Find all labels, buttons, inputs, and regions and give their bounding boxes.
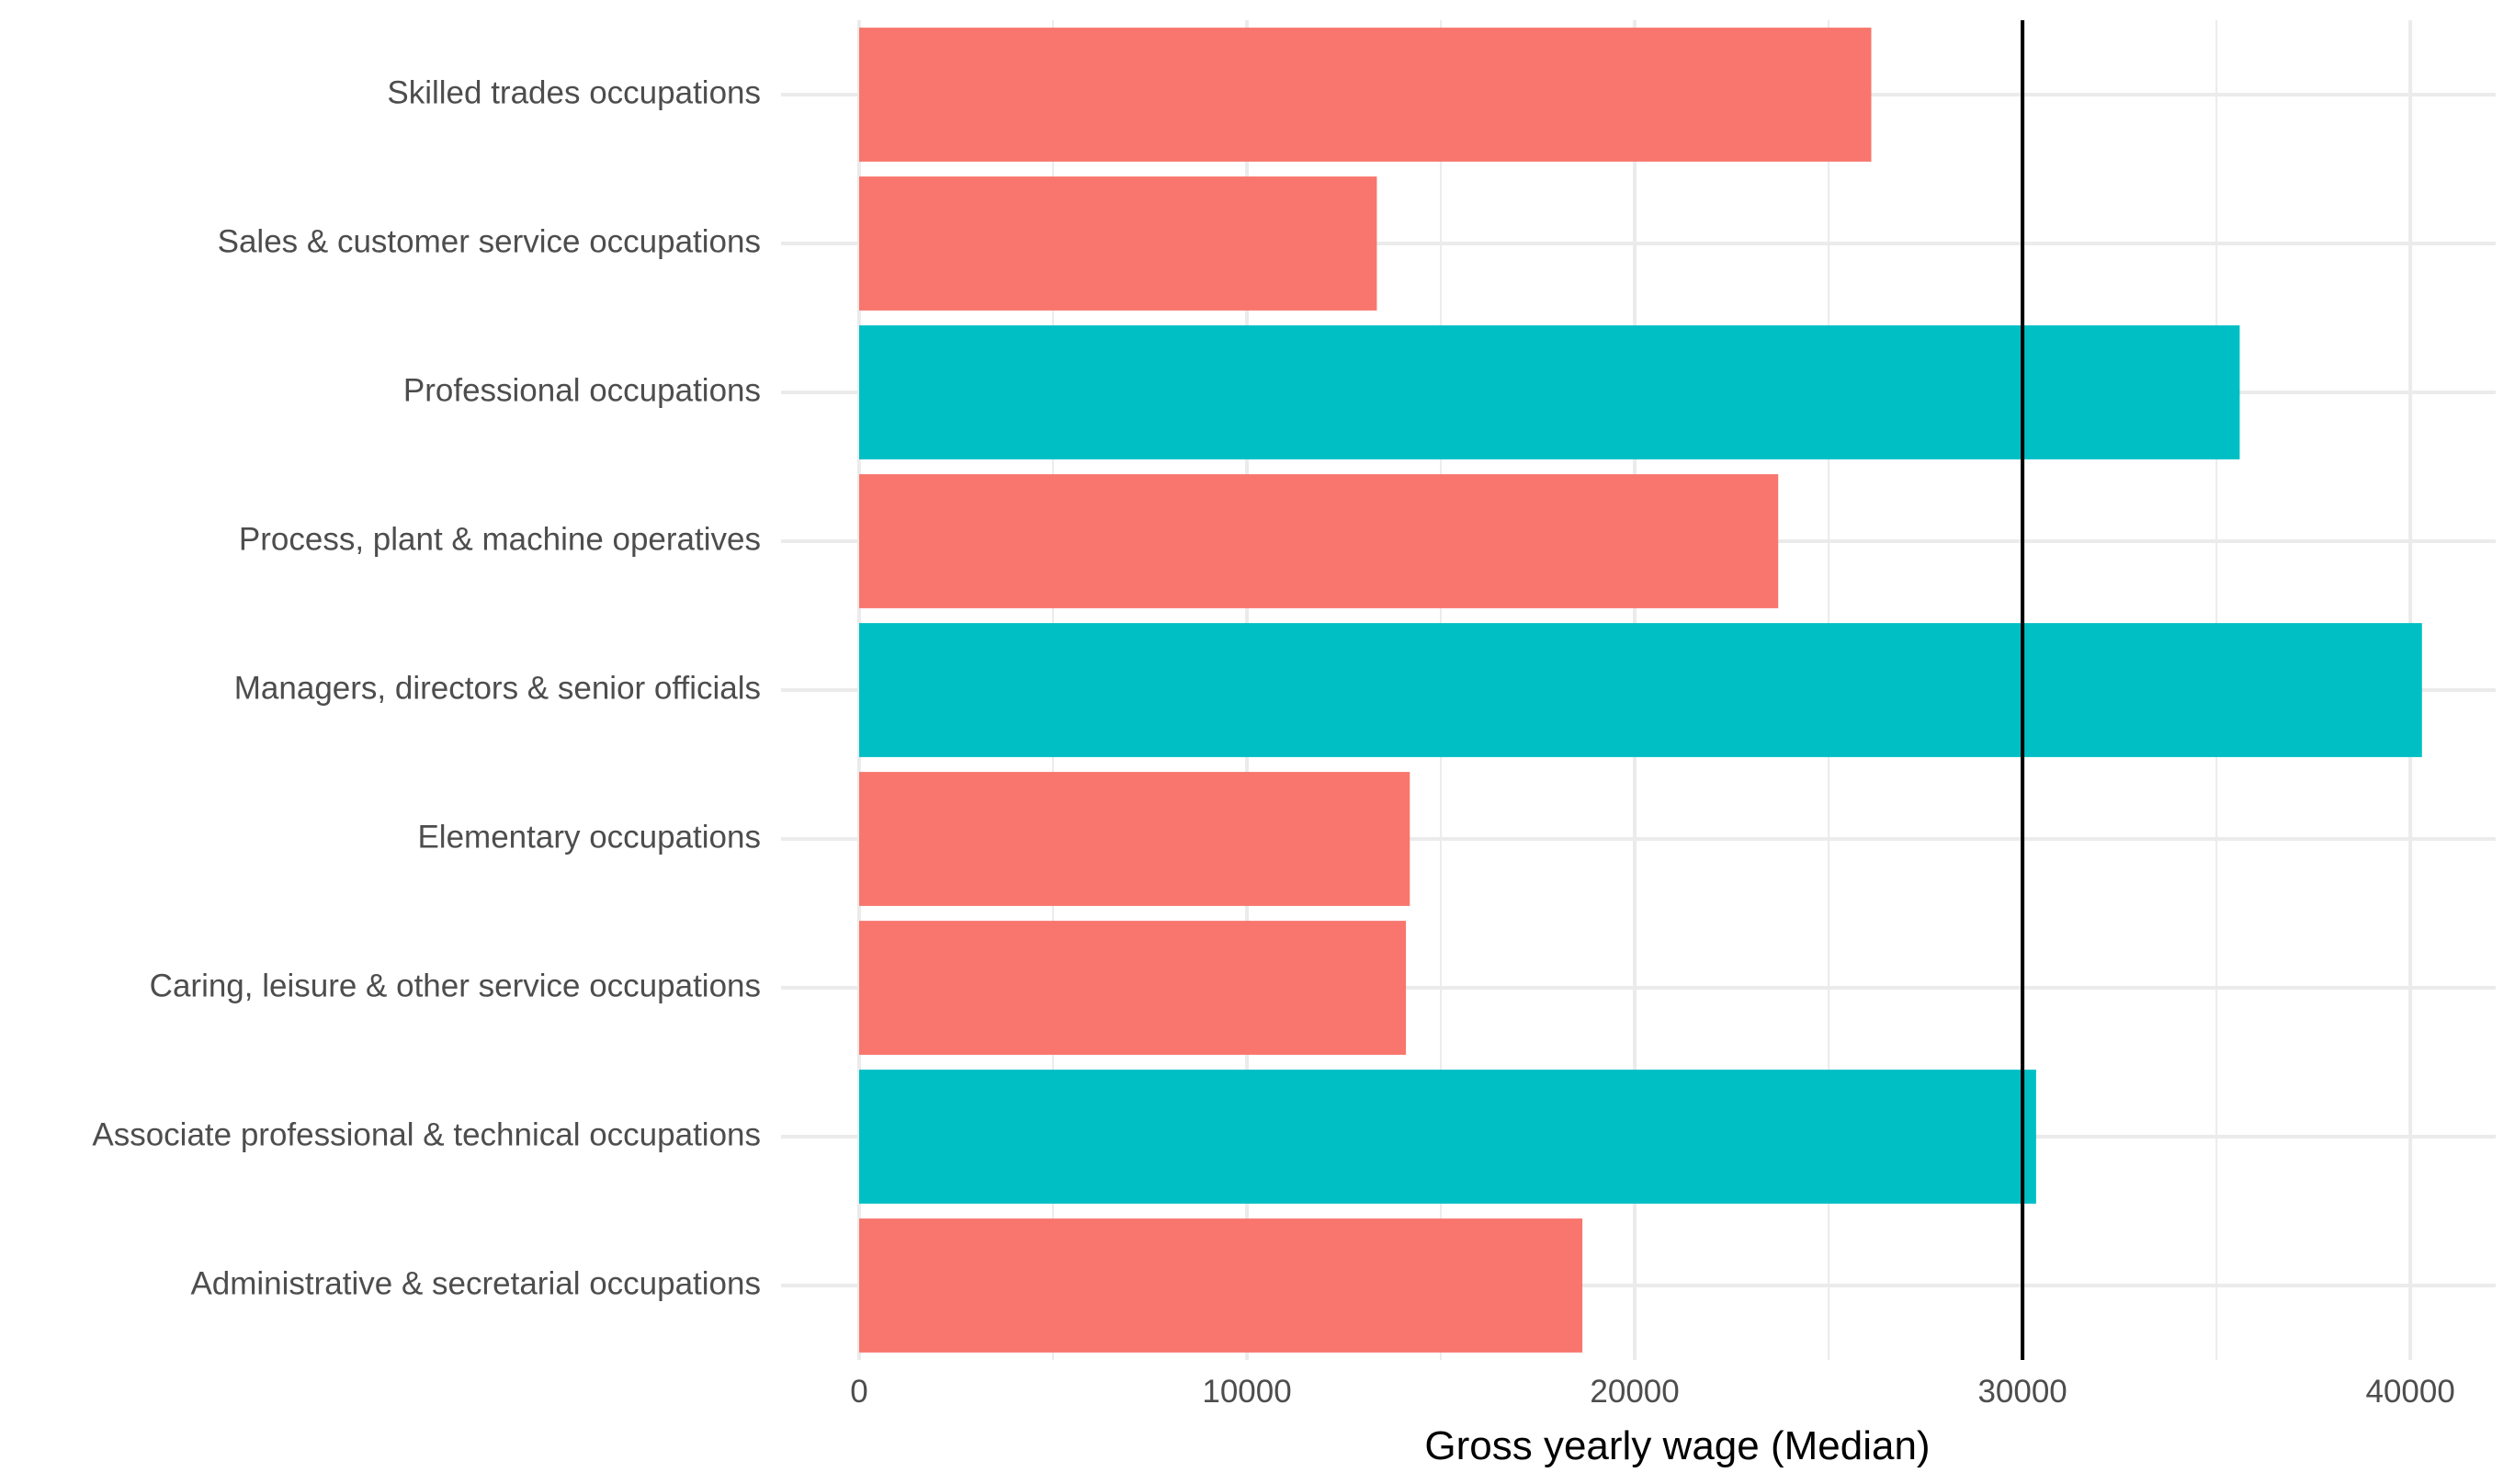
category-label: Caring, leisure & other service occupati… [150,968,761,1003]
x-tick-label: 40000 [2365,1374,2454,1410]
x-tick-label: 10000 [1202,1374,1291,1410]
bar [859,1218,1583,1353]
category-label: Associate professional & technical occup… [92,1116,761,1152]
bars [859,28,2422,1353]
category-label: Skilled trades occupations [387,74,761,110]
category-label: Process, plant & machine operatives [239,521,761,557]
category-labels: Skilled trades occupations Sales & custom… [92,74,761,1301]
x-tick-label: 0 [850,1374,867,1410]
bar [859,28,1872,162]
category-label: Administrative & secretarial occupations [190,1265,761,1301]
bar [859,921,1407,1055]
bar [859,176,1377,311]
bar [859,1070,2036,1204]
bar [859,474,1779,608]
x-tick-label: 20000 [1590,1374,1679,1410]
x-axis-title: Gross yearly wage (Median) [1424,1423,1930,1468]
bar [859,623,2422,757]
category-label: Elementary occupations [417,819,761,855]
x-tick-label: 30000 [1977,1374,2067,1410]
bar [859,325,2240,459]
bar [859,772,1410,906]
category-label: Sales & customer service occupations [218,223,761,259]
category-label: Managers, directors & senior officials [234,670,761,706]
category-label: Professional occupations [403,372,761,408]
x-tick-labels: 0 10000 20000 30000 40000 [850,1374,2455,1410]
